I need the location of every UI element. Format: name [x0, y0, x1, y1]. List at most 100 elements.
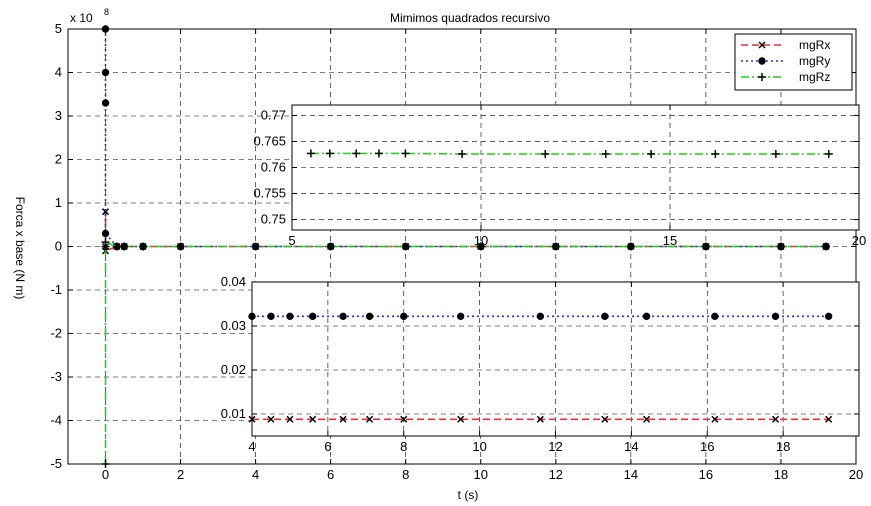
y-tick-label: -2 — [50, 326, 62, 341]
data-point-mgRz — [352, 149, 361, 158]
y-exponent-base: x 10 — [70, 11, 93, 25]
data-point-mgRz — [601, 149, 610, 158]
data-point-mgRy — [456, 312, 465, 321]
legend-marker — [758, 73, 766, 81]
data-point-mgRy — [824, 312, 833, 321]
ticks: 4 6 8 10 12 14 16 18 0.04 0.03 0.02 0.01 — [221, 274, 859, 454]
data-point-mgRz — [824, 149, 833, 158]
y-tick-label: -3 — [50, 369, 62, 384]
x-tick-label: 20 — [852, 233, 866, 248]
x-tick-label: 16 — [700, 439, 714, 454]
data-point-mgRz — [821, 242, 830, 251]
data-point-mgRx — [711, 415, 719, 423]
x-tick-label: 14 — [624, 467, 638, 482]
data-point-mgRx — [772, 415, 780, 423]
inset-upper: 5 10 15 20 0.77 0.765 0.76 0.755 0.75 — [253, 104, 866, 248]
data-point-mgRx — [339, 415, 347, 423]
series-line-mgRz — [310, 152, 829, 155]
x-axis-label: t (s) — [458, 488, 479, 502]
x-tick-label: 8 — [400, 439, 407, 454]
x-tick-label: 12 — [548, 439, 562, 454]
data-point-mgRx — [536, 415, 544, 423]
x-tick-label: 8 — [402, 467, 409, 482]
legend-label: mgRx — [799, 38, 830, 52]
data-point-mgRz — [711, 149, 720, 158]
y-tick-label: 0.765 — [253, 133, 286, 148]
x-tick-label: 14 — [624, 439, 638, 454]
y-exponent: x 10 8 — [70, 7, 109, 25]
x-tick-label: 15 — [663, 233, 677, 248]
ticks: 5 10 15 20 0.77 0.765 0.76 0.755 0.75 — [253, 105, 866, 248]
data-point-mgRz — [541, 149, 550, 158]
data-point-mgRx — [366, 415, 374, 423]
y-tick-label: 0.75 — [261, 212, 286, 227]
legend-item-mgRz: mgRz — [741, 70, 830, 84]
chart-title: Mimimos quadrados recursivo — [390, 11, 550, 25]
data-point-mgRx — [101, 208, 110, 216]
data-point-mgRy — [711, 312, 719, 321]
data-point-mgRz — [306, 149, 315, 158]
data-point-mgRz — [701, 242, 710, 251]
y-tick-label: -4 — [50, 413, 62, 428]
legend-item-mgRx: mgRx — [741, 38, 830, 52]
x-tick-label: 2 — [177, 467, 184, 482]
data-point-mgRx — [267, 415, 275, 423]
data-point-mgRy — [601, 312, 609, 321]
x-tick-label: 4 — [248, 439, 255, 454]
data-point-mgRz — [112, 242, 121, 251]
legend-item-mgRy: mgRy — [741, 54, 830, 68]
y-tick-label: 0.04 — [221, 274, 246, 289]
data-point-mgRz — [551, 242, 560, 251]
data-point-mgRz — [325, 149, 334, 158]
y-tick-label: 5 — [55, 21, 62, 36]
data-point-mgRy — [536, 312, 545, 321]
data-point-mgRy — [309, 312, 317, 321]
data-point-mgRz — [120, 242, 129, 251]
data-point-mgRz — [776, 242, 785, 251]
legend-marker — [758, 57, 766, 65]
series-line-mgRx — [104, 211, 826, 252]
x-tick-label: 10 — [474, 467, 488, 482]
data-point-mgRz — [771, 149, 780, 158]
x-tick-label: 18 — [774, 467, 788, 482]
data-point-mgRz — [458, 149, 467, 158]
y-tick-label: -5 — [50, 456, 62, 471]
y-tick-label: 0.02 — [221, 362, 246, 377]
data-point-mgRz — [401, 149, 410, 158]
data-point-mgRz — [176, 242, 185, 251]
x-tick-label: 18 — [776, 439, 790, 454]
data-point-mgRx — [643, 415, 651, 423]
legend: mgRx mgRy mgRz — [734, 33, 853, 91]
data-point-mgRx — [601, 415, 609, 423]
legend-label: mgRy — [799, 54, 830, 68]
data-point-mgRy — [339, 312, 347, 321]
legend-marker — [758, 41, 766, 49]
series-line-mgRz — [104, 241, 826, 464]
y-tick-label: 0 — [55, 239, 62, 254]
data-point-mgRx — [400, 415, 408, 423]
data-point-mgRz — [101, 238, 110, 247]
x-tick-label: 20 — [849, 467, 863, 482]
y-tick-label: -1 — [50, 282, 62, 297]
data-point-mgRx — [825, 415, 833, 423]
y-axis-label: Forca x base (N m) — [13, 197, 27, 300]
data-point-mgRx — [457, 415, 465, 423]
x-tick-label: 16 — [699, 467, 713, 482]
series-group — [101, 25, 830, 468]
x-tick-label: 6 — [324, 439, 331, 454]
data-point-mgRy — [642, 312, 651, 321]
y-tick-label: 4 — [55, 65, 62, 80]
data-point-mgRx — [286, 415, 294, 423]
data-point-mgRy — [101, 229, 110, 238]
grid — [252, 282, 859, 436]
x-tick-label: 10 — [472, 439, 486, 454]
y-tick-label: 0.76 — [261, 160, 286, 175]
x-tick-label: 4 — [252, 467, 259, 482]
data-point-mgRz — [251, 242, 260, 251]
y-tick-label: 1 — [55, 195, 62, 210]
y-tick-label: 2 — [55, 152, 62, 167]
data-point-mgRy — [400, 312, 408, 321]
series-group — [248, 312, 833, 423]
y-exponent-power: 8 — [104, 7, 109, 17]
data-point-mgRy — [771, 312, 780, 321]
